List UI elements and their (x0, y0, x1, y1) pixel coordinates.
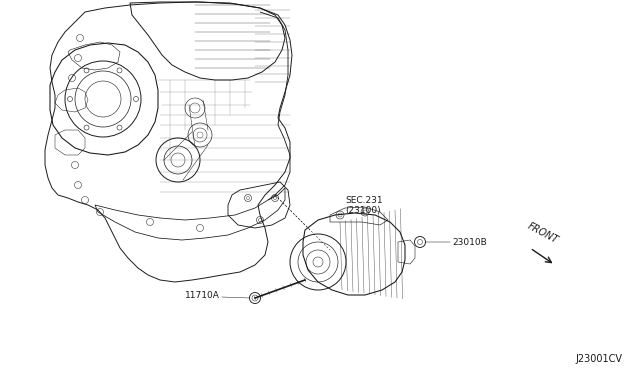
Text: J23001CV: J23001CV (575, 354, 622, 364)
Text: SEC.231: SEC.231 (345, 196, 383, 205)
Text: 11710A: 11710A (185, 292, 220, 301)
Text: 23010B: 23010B (452, 237, 487, 247)
Text: (23100): (23100) (345, 205, 381, 215)
Text: FRONT: FRONT (526, 221, 560, 245)
